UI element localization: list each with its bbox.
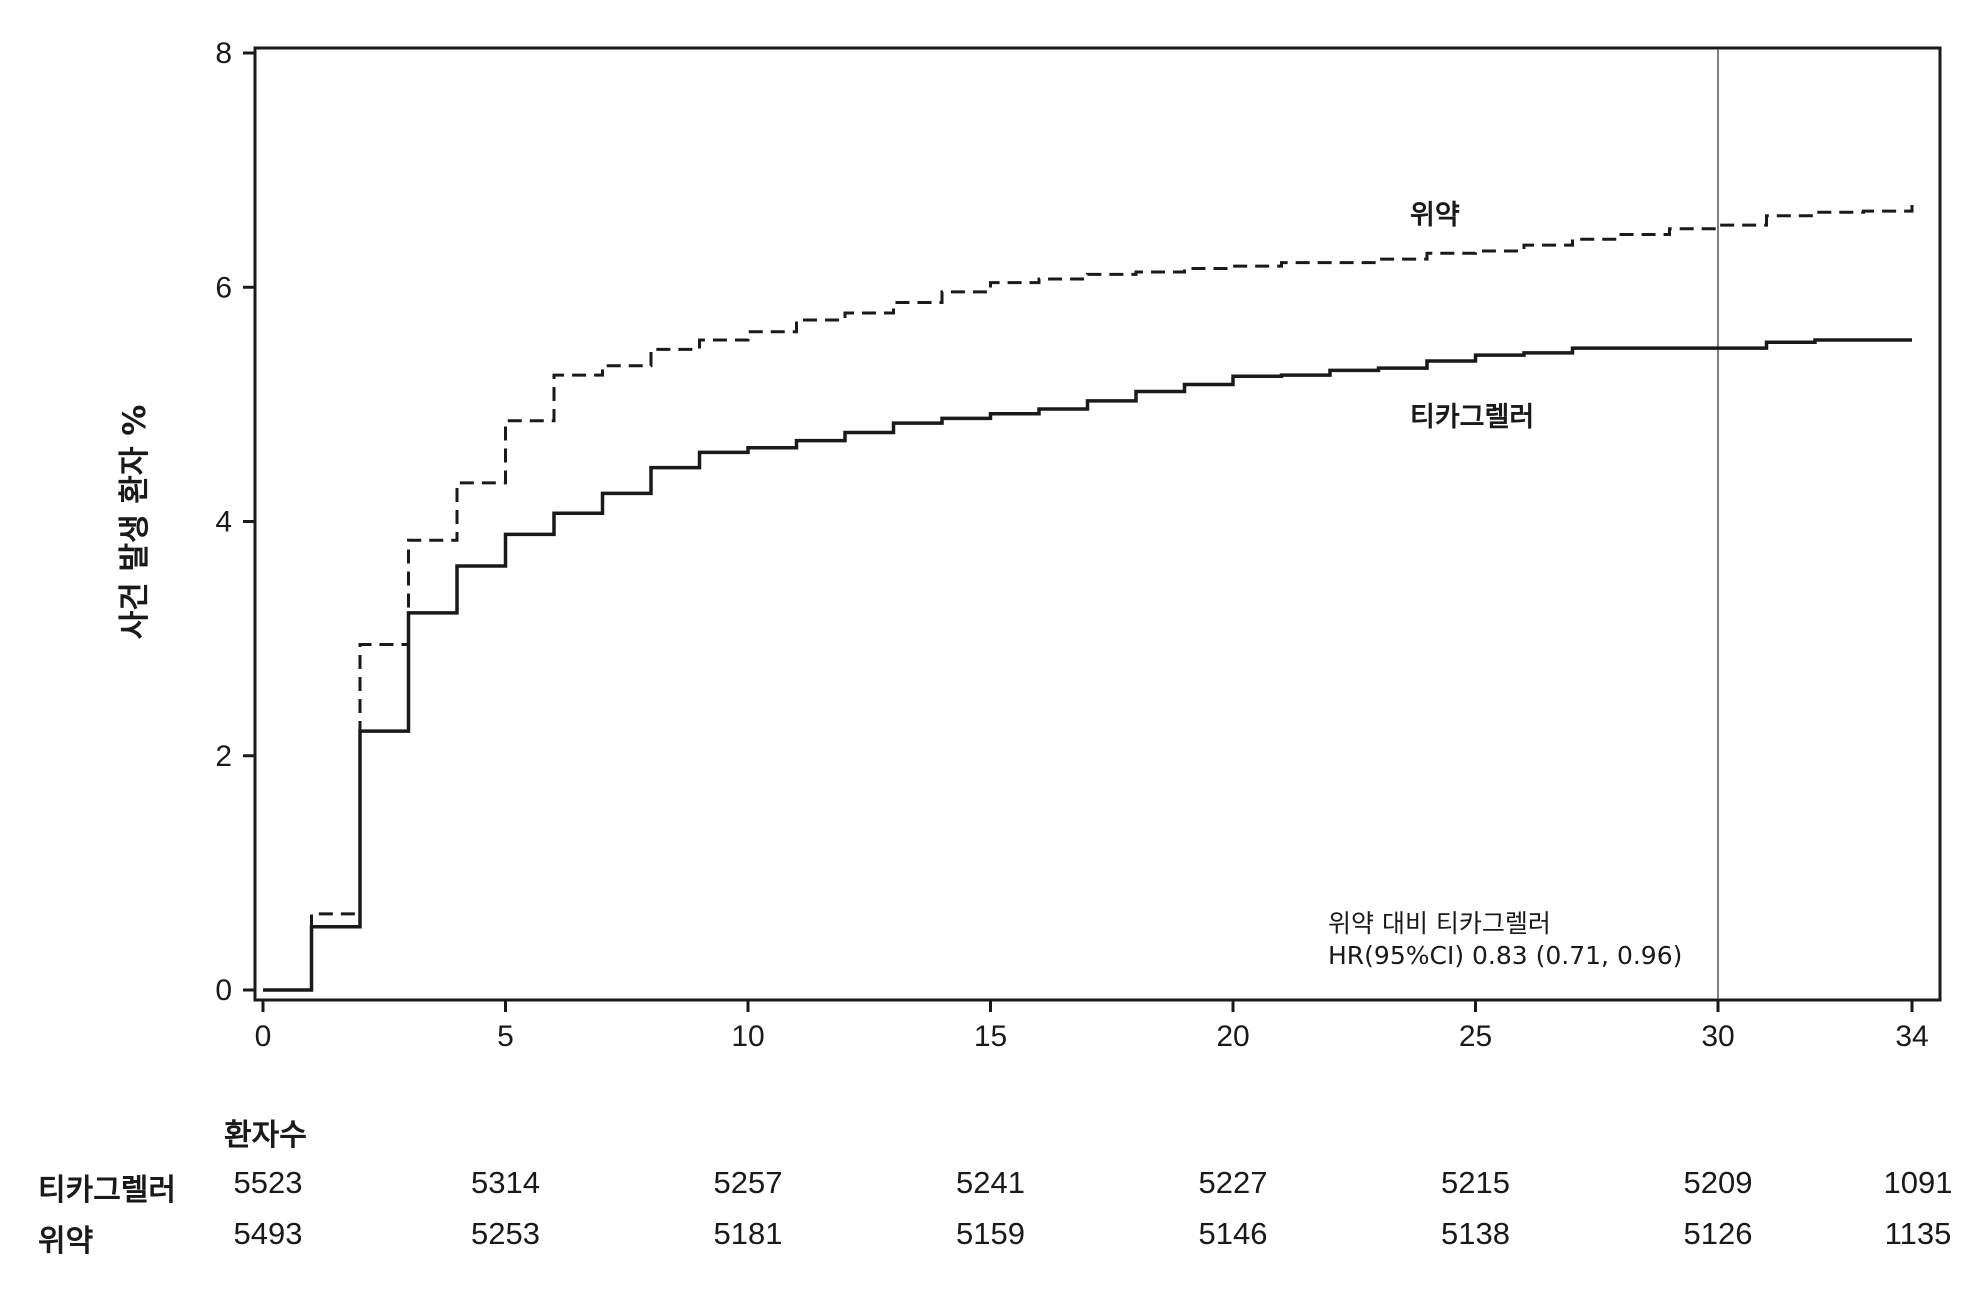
risk-cell: 5159 [956,1216,1025,1251]
risk-cell: 5241 [956,1165,1025,1200]
risk-cell: 5493 [233,1216,303,1251]
series-line-ticagrelor [263,338,1912,992]
y-tick-label: 6 [215,271,232,304]
series-line-placebo [263,202,1914,992]
y-axis-title: 사건 발생 환자 % [117,405,153,640]
risk-row-label-ticagrelor: 티카그렐러 [38,1173,176,1208]
risk-cell: 5146 [1198,1216,1268,1251]
x-tick-label: 5 [497,1020,514,1053]
y-axis-ticks: 0 2 4 6 8 [215,37,255,1007]
series-group [263,202,1914,992]
y-tick-label: 0 [215,974,232,1007]
risk-cell: 5181 [713,1216,783,1251]
risk-cell: 5227 [1198,1165,1268,1200]
x-tick-label: 15 [974,1020,1007,1053]
risk-cell: 1091 [1883,1165,1953,1200]
risk-table-title: 환자수 [224,1118,307,1153]
risk-cell: 1135 [1884,1216,1952,1251]
x-tick-label: 34 [1895,1020,1928,1053]
risk-cell: 5126 [1683,1216,1753,1251]
risk-cell: 5138 [1441,1216,1510,1251]
risk-cell: 5314 [471,1165,540,1200]
risk-cell: 5257 [713,1165,783,1200]
annotation-line1: 위약 대비 티카그렐러 [1328,909,1551,938]
x-axis-ticks: 0 5 10 15 20 25 30 34 [255,1000,1929,1053]
y-tick-label: 2 [215,740,232,773]
x-tick-label: 20 [1216,1020,1249,1053]
risk-row-label-placebo: 위약 [38,1224,94,1259]
x-tick-label: 0 [255,1020,272,1053]
series-label-ticagrelor: 티카그렐러 [1410,402,1534,433]
series-label-placebo: 위약 [1410,200,1460,231]
risk-cell: 5253 [471,1216,540,1251]
plot-frame [253,46,1942,1002]
x-tick-label: 25 [1459,1020,1492,1053]
x-tick-label: 30 [1701,1020,1734,1053]
risk-cell: 5523 [233,1165,303,1200]
y-tick-label: 8 [215,37,232,70]
y-tick-label: 4 [215,506,232,539]
risk-cell: 5215 [1441,1165,1510,1200]
x-tick-label: 10 [731,1020,764,1053]
annotation-line2: HR(95%CI) 0.83 (0.71, 0.96) [1328,941,1682,970]
risk-cell: 5209 [1683,1165,1753,1200]
